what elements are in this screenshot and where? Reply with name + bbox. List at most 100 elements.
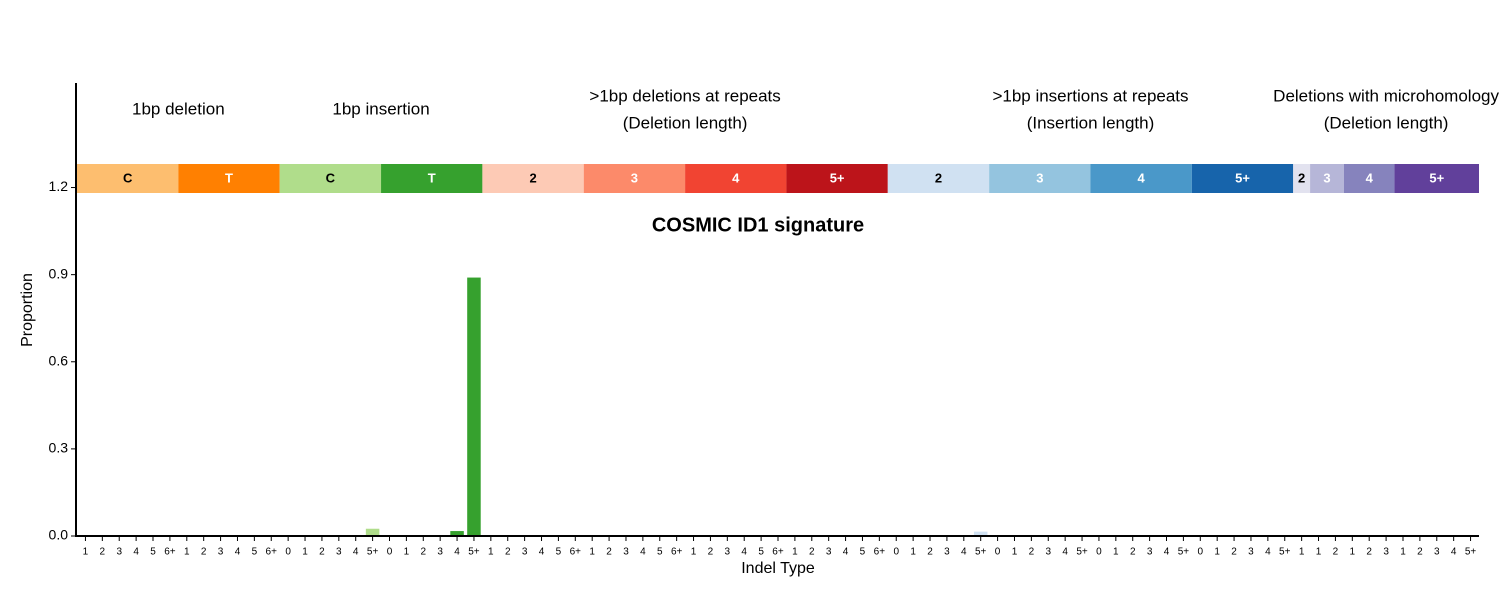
x-tick-label: 5+ <box>975 547 987 558</box>
x-tick-label: 2 <box>708 547 714 558</box>
segment-band <box>381 164 483 193</box>
group-label: (Deletion length) <box>623 113 748 132</box>
x-tick-label: 2 <box>1231 547 1237 558</box>
x-tick-label: 5 <box>758 547 764 558</box>
x-tick-label: 3 <box>437 547 443 558</box>
x-tick-label: 1 <box>1012 547 1018 558</box>
x-tick-label: 0 <box>387 547 393 558</box>
x-tick-label: 1 <box>691 547 697 558</box>
x-tick-label: 4 <box>961 547 967 558</box>
x-tick-label: 1 <box>1350 547 1356 558</box>
x-tick-label: 5 <box>252 547 258 558</box>
group-label: (Insertion length) <box>1027 113 1155 132</box>
group-label: Deletions with microhomology <box>1273 86 1499 105</box>
segment-band <box>685 164 787 193</box>
x-tick-label: 0 <box>1198 547 1204 558</box>
segment-label: 2 <box>529 170 536 185</box>
segment-band <box>887 164 990 193</box>
segment-band <box>77 164 179 193</box>
bar <box>450 531 464 536</box>
x-tick-label: 6+ <box>266 547 278 558</box>
x-tick-label: 4 <box>454 547 460 558</box>
group-label: >1bp insertions at repeats <box>992 86 1188 105</box>
x-tick-label: 2 <box>927 547 933 558</box>
x-tick-label: 1 <box>1214 547 1220 558</box>
x-tick-label: 1 <box>302 547 308 558</box>
group-label: 1bp insertion <box>332 99 429 118</box>
x-tick-label: 1 <box>1299 547 1305 558</box>
x-tick-label: 2 <box>1417 547 1423 558</box>
x-tick-label: 3 <box>725 547 731 558</box>
x-tick-label: 2 <box>809 547 815 558</box>
y-tick-label: 0.0 <box>49 527 69 543</box>
y-tick-label: 0.3 <box>49 440 69 456</box>
segment-label: C <box>123 170 133 185</box>
x-tick-label: 0 <box>1096 547 1102 558</box>
x-tick-label: 2 <box>1366 547 1372 558</box>
x-tick-label: 3 <box>218 547 224 558</box>
y-tick-label: 1.2 <box>49 178 69 194</box>
x-tick-label: 4 <box>133 547 139 558</box>
bar <box>365 528 380 536</box>
segment-band <box>1293 164 1311 193</box>
x-tick-label: 6+ <box>772 547 784 558</box>
x-tick-label: 3 <box>1045 547 1051 558</box>
segment-band <box>1090 164 1192 193</box>
x-tick-label: 5+ <box>1279 547 1291 558</box>
x-tick-label: 6+ <box>874 547 886 558</box>
segment-label: 4 <box>732 170 740 185</box>
x-tick-label: 1 <box>792 547 798 558</box>
x-tick-label: 2 <box>319 547 325 558</box>
x-tick-label: 4 <box>1265 547 1271 558</box>
chart-title: COSMIC ID1 signature <box>652 214 864 236</box>
x-axis-label: Indel Type <box>741 560 815 577</box>
group-label: 1bp deletion <box>132 99 225 118</box>
x-tick-label: 3 <box>336 547 342 558</box>
segment-label: 3 <box>1036 170 1043 185</box>
x-tick-label: 2 <box>606 547 612 558</box>
segment-band <box>786 164 888 193</box>
x-tick-label: 3 <box>522 547 528 558</box>
x-tick-label: 1 <box>1113 547 1119 558</box>
x-tick-label: 4 <box>235 547 241 558</box>
x-tick-label: 2 <box>420 547 426 558</box>
x-tick-label: 5 <box>657 547 663 558</box>
x-tick-label: 3 <box>623 547 629 558</box>
segment-band <box>1191 164 1294 193</box>
x-tick-label: 4 <box>539 547 545 558</box>
segment-label: 5+ <box>1429 170 1444 185</box>
x-tick-label: 1 <box>910 547 916 558</box>
segment-label: C <box>326 170 336 185</box>
group-label: (Deletion length) <box>1324 113 1449 132</box>
y-tick-label: 0.6 <box>49 352 69 368</box>
segment-label: 4 <box>1366 170 1374 185</box>
x-tick-label: 4 <box>741 547 747 558</box>
x-tick-label: 1 <box>83 547 89 558</box>
x-tick-label: 2 <box>1029 547 1035 558</box>
segment-label: 3 <box>631 170 638 185</box>
segment-band <box>1343 164 1395 193</box>
x-tick-label: 0 <box>893 547 899 558</box>
x-tick-label: 5+ <box>1178 547 1190 558</box>
x-tick-label: 1 <box>488 547 494 558</box>
x-tick-label: 4 <box>640 547 646 558</box>
x-tick-label: 1 <box>1400 547 1406 558</box>
y-tick-label: 0.9 <box>49 265 69 281</box>
x-tick-label: 4 <box>1451 547 1457 558</box>
x-tick-label: 5+ <box>1076 547 1088 558</box>
bar <box>973 531 988 536</box>
x-tick-label: 5 <box>556 547 562 558</box>
x-tick-label: 2 <box>100 547 106 558</box>
x-tick-label: 6+ <box>570 547 582 558</box>
x-tick-label: 3 <box>826 547 832 558</box>
x-tick-label: 2 <box>201 547 207 558</box>
segment-label: 2 <box>935 170 942 185</box>
x-tick-label: 6+ <box>164 547 176 558</box>
segment-band <box>482 164 584 193</box>
segment-band <box>583 164 686 193</box>
x-tick-label: 0 <box>285 547 291 558</box>
x-tick-label: 2 <box>1333 547 1339 558</box>
x-tick-label: 2 <box>1130 547 1136 558</box>
